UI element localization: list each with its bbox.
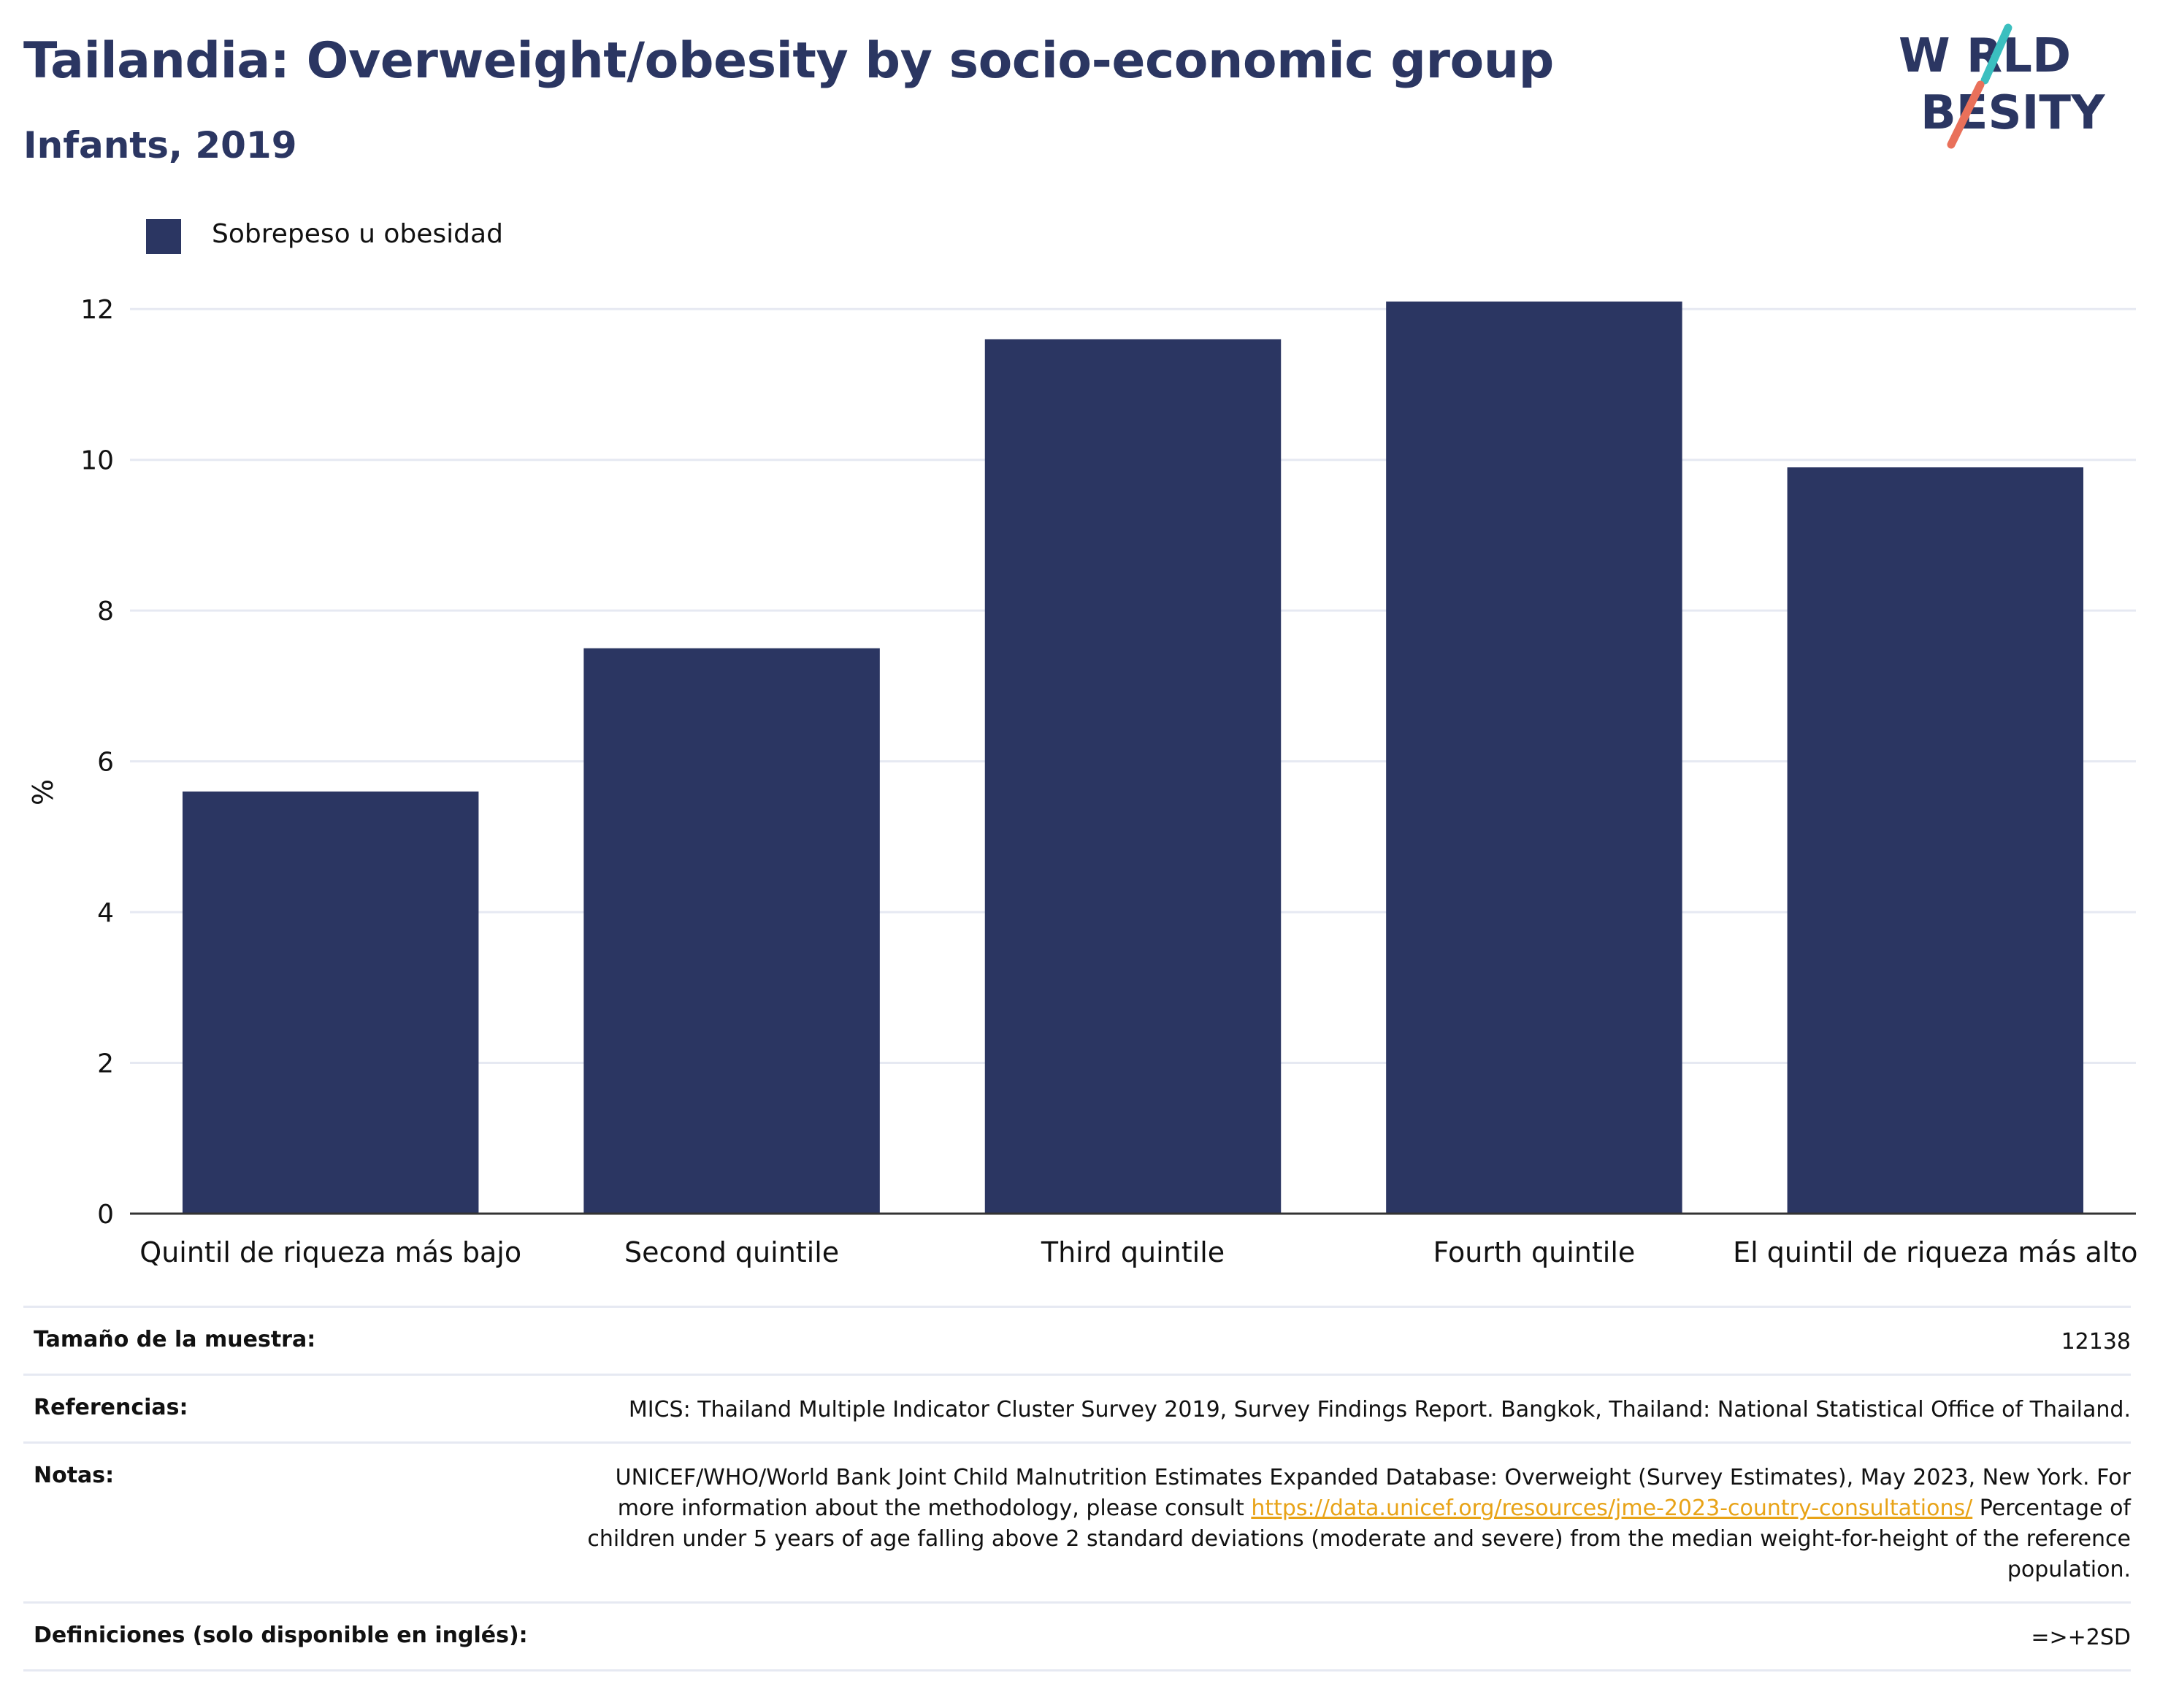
meta-row-sample: Tamaño de la muestra: 12138 — [23, 1306, 2131, 1374]
y-tick-label: 12 — [80, 295, 114, 325]
bar-chart: 0 2 4 6 8 10 12 Quintil de riqueza más bajo Seco… — [27, 295, 2138, 1268]
bar-3[interactable] — [984, 339, 1282, 1214]
y-tick-label: 6 — [97, 748, 114, 778]
meta-row-definitions: Definiciones (solo disponible en inglés)… — [23, 1601, 2131, 1671]
y-tick-label: 2 — [97, 1049, 114, 1079]
logo-slash-top — [1980, 23, 2012, 85]
notes-label: Notas: — [34, 1463, 115, 1488]
chart-subtitle: Infants, 2019 — [23, 124, 297, 166]
bar-5[interactable] — [1787, 467, 2084, 1214]
logo-slash-bottom — [1947, 80, 1985, 149]
notes-text-1: UNICEF/WHO/World Bank Joint Child Malnut… — [615, 1465, 2131, 1521]
meta-row-notes: Notas: UNICEF/WHO/World Bank Joint Child… — [23, 1441, 2131, 1601]
metadata-table: Tamaño de la muestra: 12138 Referencias:… — [23, 1306, 2131, 1671]
x-tick-label: Second quintile — [624, 1236, 839, 1268]
notes-text-2: Percentage of children under 5 years of … — [587, 1496, 2131, 1582]
notes-value: UNICEF/WHO/World Bank Joint Child Malnut… — [578, 1444, 2131, 1601]
chart-title: Tailandia: Overweight/obesity by socio-e… — [23, 32, 1554, 90]
bar-4[interactable] — [1386, 301, 1682, 1214]
x-tick-label: Third quintile — [1041, 1236, 1225, 1268]
logo-text-obesity: BESITY — [1920, 86, 2105, 140]
definitions-value: =>+2SD — [2031, 1625, 2131, 1650]
legend-label: Sobrepeso u obesidad — [212, 219, 503, 249]
methodology-link[interactable]: https://data.unicef.org/resources/jme-20… — [1251, 1496, 1973, 1521]
world-obesity-logo: W RLD BESITY — [1899, 23, 2105, 149]
bars — [182, 301, 2084, 1214]
x-tick-label: Fourth quintile — [1433, 1236, 1636, 1268]
bar-2[interactable] — [583, 648, 880, 1214]
x-tick-label: Quintil de riqueza más bajo — [139, 1236, 521, 1268]
y-tick-label: 0 — [97, 1200, 114, 1230]
axes: 0 2 4 6 8 10 12 Quintil de riqueza más bajo Seco… — [80, 295, 2137, 1268]
definitions-label: Definiciones (solo disponible en inglés)… — [34, 1623, 528, 1648]
legend-swatch — [146, 219, 181, 254]
meta-row-references: Referencias: MICS: Thailand Multiple Ind… — [23, 1374, 2131, 1441]
sample-size-value: 12138 — [2061, 1329, 2131, 1355]
y-tick-label: 10 — [80, 446, 114, 476]
y-tick-label: 4 — [97, 898, 114, 928]
x-tick-label: El quintil de riqueza más alto — [1733, 1236, 2137, 1268]
bar-1[interactable] — [182, 791, 479, 1214]
references-value: MICS: Thailand Multiple Indicator Cluste… — [628, 1397, 2131, 1422]
y-axis-label: % — [27, 779, 59, 805]
references-label: Referencias: — [34, 1395, 188, 1420]
y-tick-label: 8 — [97, 597, 114, 627]
sample-size-label: Tamaño de la muestra: — [34, 1327, 316, 1352]
